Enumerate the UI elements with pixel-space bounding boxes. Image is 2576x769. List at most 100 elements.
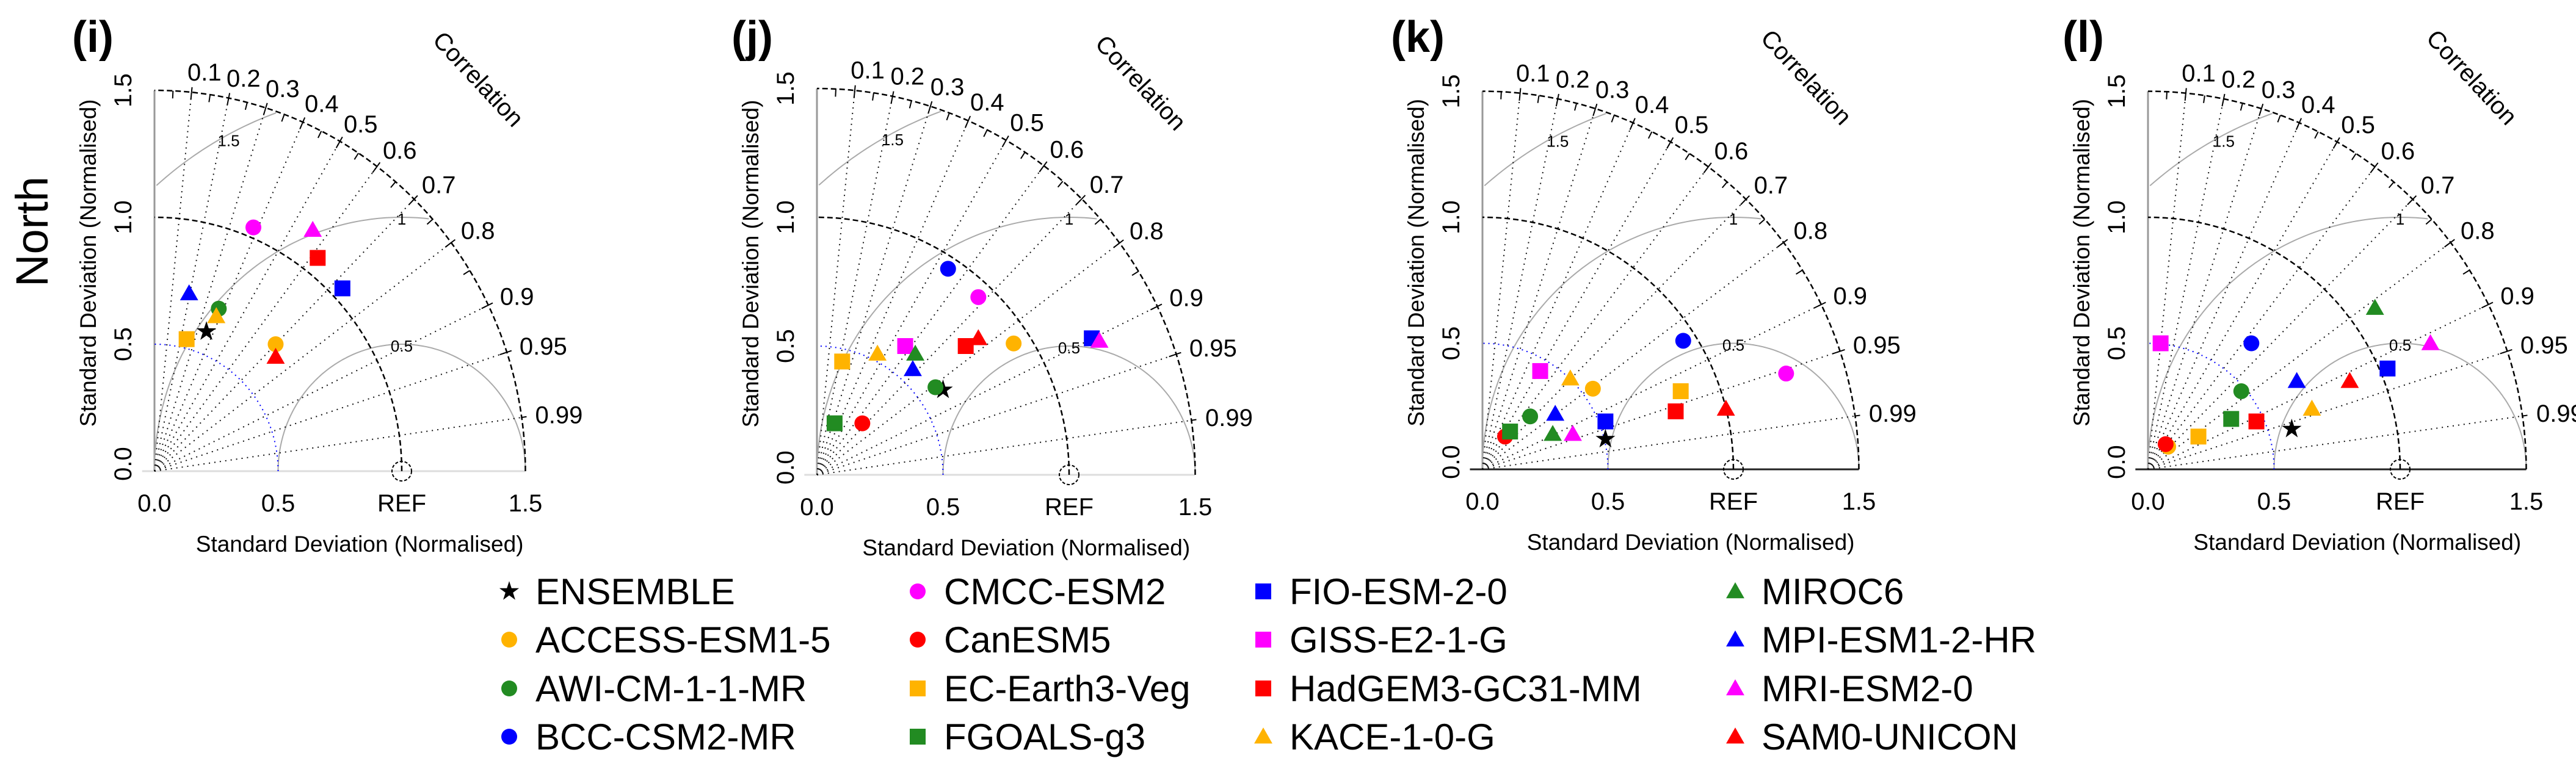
data-point-sam0-unicon — [266, 347, 285, 364]
correlation-minor-tick — [2295, 122, 2300, 130]
data-point-mri-esm2-0 — [1090, 331, 1109, 348]
correlation-axis-title: Correlation — [1755, 24, 1857, 130]
y-tick-label: 1.0 — [772, 200, 799, 234]
correlation-tick — [488, 302, 493, 306]
half-std-arc — [1482, 342, 1609, 470]
correlation-ray — [2147, 141, 2338, 470]
correlation-ray — [816, 242, 1120, 475]
correlation-ray — [154, 141, 341, 472]
correlation-minor-tick — [1169, 353, 1177, 358]
legend-item: EC-Earth3-Veg — [904, 667, 1191, 710]
correlation-label: 0.1 — [2182, 60, 2216, 87]
correlation-ray — [1482, 415, 1856, 470]
correlation-label: 0.6 — [1714, 138, 1749, 165]
triangle-marker-icon — [1726, 727, 1744, 744]
rmsd-circle — [2149, 113, 2273, 187]
legend-item: ACCESS-ESM1-5 — [495, 618, 830, 661]
data-point-mri-esm2-0 — [2421, 334, 2440, 350]
correlation-label: 0.8 — [461, 218, 495, 245]
correlation-label: 0.99 — [2536, 400, 2576, 427]
legend-label: SAM0-UNICON — [1761, 716, 2019, 757]
triangle-marker-icon — [1726, 630, 1744, 647]
correlation-minor-tick — [2481, 304, 2489, 309]
correlation-minor-tick — [426, 218, 434, 225]
data-point-bcc-csm2-mr — [1675, 333, 1691, 349]
correlation-tick — [2450, 239, 2455, 244]
correlation-label: 0.4 — [970, 89, 1004, 116]
y-tick-label: 0.5 — [2103, 327, 2130, 361]
circle-marker-icon — [910, 583, 926, 599]
correlation-label: 0.2 — [2222, 67, 2256, 93]
correlation-ray — [1482, 98, 1559, 470]
correlation-tick — [413, 195, 418, 200]
data-point-hadgem3-gc31-mm — [2248, 413, 2265, 430]
correlation-label: 0.7 — [1090, 171, 1124, 198]
circle-marker-icon — [501, 729, 517, 745]
triangle-marker-icon — [1726, 679, 1744, 696]
rmsd-label: 0.5 — [1722, 336, 1744, 355]
correlation-tick — [1043, 161, 1048, 167]
panel-label-j: (j) — [731, 13, 773, 62]
x-tick-label: 0.5 — [926, 494, 960, 521]
correlation-minor-tick — [2184, 93, 2186, 101]
correlation-label: 0.2 — [227, 65, 261, 92]
data-point-giss-e2-1-g — [2152, 335, 2169, 352]
correlation-tick — [1081, 195, 1086, 200]
correlation-minor-tick — [872, 93, 874, 101]
data-point-kace-1-0-g — [868, 344, 887, 361]
correlation-minor-tick — [835, 88, 836, 97]
rmsd-circle — [1482, 216, 1761, 470]
correlation-ray — [154, 352, 507, 472]
correlation-ray — [154, 92, 192, 472]
half-std-arc — [154, 344, 279, 472]
correlation-minor-tick — [2240, 103, 2243, 111]
data-point-hadgem3-gc31-mm — [957, 338, 974, 354]
correlation-minor-tick — [2332, 141, 2338, 149]
correlation-ray — [154, 198, 415, 472]
correlation-minor-tick — [890, 96, 893, 104]
rmsd-label: 1 — [1065, 210, 1073, 228]
taylor-panel-l: 0.511.50.1 0.2 0.30.40.50.60.70.80.90.950.… — [2069, 24, 2576, 555]
triangle-marker-icon — [1254, 727, 1272, 744]
ref-point-icon — [2390, 459, 2411, 480]
outer-arc — [2147, 90, 2527, 470]
correlation-tick — [2260, 103, 2264, 109]
y-tick-label: 1.0 — [2103, 200, 2130, 234]
data-point-hadgem3-gc31-mm — [310, 250, 326, 266]
legend-item: AWI-CM-1-1-MR — [495, 667, 807, 710]
legend-label: EC-Earth3-Veg — [944, 668, 1191, 709]
y-tick-label: 0.0 — [1438, 445, 1465, 479]
star-marker-icon — [499, 581, 520, 600]
circle-marker-icon — [910, 632, 926, 648]
correlation-minor-tick — [281, 114, 285, 122]
correlation-tick — [2222, 93, 2226, 99]
correlation-tick — [339, 136, 343, 142]
legend-item: CanESM5 — [904, 618, 1111, 661]
correlation-ray — [816, 165, 1045, 475]
ref-point-icon — [1723, 459, 1744, 480]
correlation-label: 0.2 — [1556, 67, 1590, 93]
x-axis-label: Standard Deviation (Normalised) — [2193, 530, 2521, 555]
correlation-tick — [1745, 195, 1751, 200]
legend-label: ACCESS-ESM1-5 — [535, 619, 831, 660]
correlation-ray — [1482, 108, 1596, 470]
data-point-sam0-unicon — [2340, 372, 2359, 388]
correlation-tick — [2298, 118, 2302, 123]
rmsd-label: 0.5 — [2389, 336, 2411, 355]
correlation-label: 0.8 — [1794, 217, 1828, 244]
correlation-minor-tick — [463, 270, 470, 275]
correlation-minor-tick — [1832, 350, 1840, 355]
legend-item: BCC-CSM2-MR — [495, 715, 796, 758]
rmsd-label: 1 — [1729, 210, 1738, 228]
correlation-label: 0.95 — [1853, 332, 1901, 359]
correlation-minor-tick — [190, 92, 192, 100]
correlation-label: 0.9 — [2500, 283, 2534, 310]
legend-item: FGOALS-g3 — [904, 715, 1145, 758]
rmsd-label: 1 — [397, 210, 406, 228]
data-point-mri-esm2-0 — [1564, 425, 1582, 441]
y-tick-label: 1.5 — [772, 71, 799, 106]
rmsd-circle — [2273, 342, 2527, 469]
correlation-minor-tick — [1020, 151, 1026, 159]
correlation-tick — [1519, 88, 1522, 93]
